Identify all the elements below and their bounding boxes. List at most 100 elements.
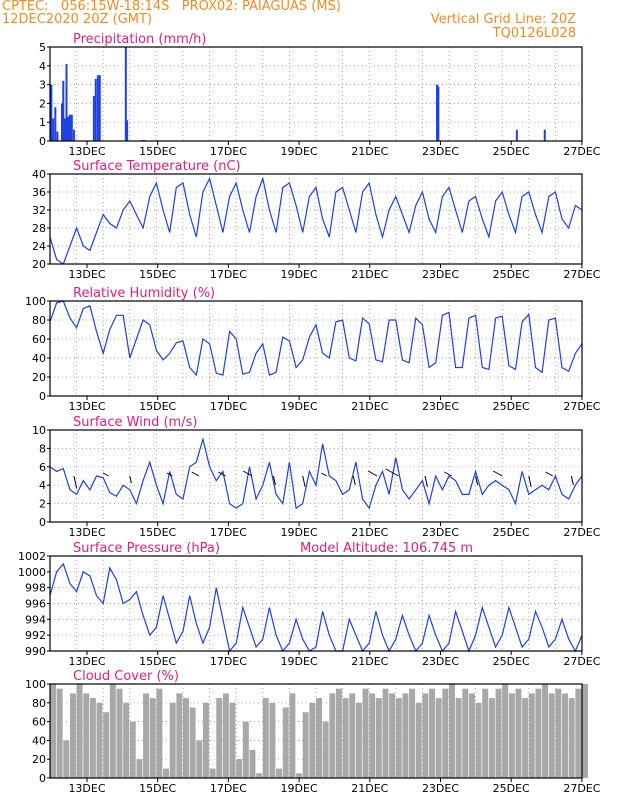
wind-arrow: [424, 475, 428, 487]
series-line: [49, 300, 583, 377]
series-line: [49, 562, 583, 653]
precip-bar: [70, 114, 73, 141]
wind-arrow: [320, 472, 327, 477]
y-tick-label: 40: [32, 168, 46, 181]
precip-bar: [92, 95, 95, 141]
cloud-bar: [335, 688, 342, 778]
x-tick-label: 23DEC: [422, 655, 459, 668]
x-tick-label: 23DEC: [422, 526, 459, 539]
precip-bar: [60, 103, 63, 141]
x-tick-label: 15DEC: [139, 400, 176, 413]
wind-arrow: [444, 471, 452, 477]
precip-bar: [52, 118, 55, 141]
wind-arrow: [129, 475, 132, 484]
cloud-bar: [302, 712, 309, 778]
y-tick-label: 6: [39, 461, 46, 474]
y-tick-label: 0: [39, 772, 46, 785]
wind-arrow: [191, 471, 200, 477]
y-tick-label: 40: [32, 734, 46, 747]
x-tick-label: 19DEC: [281, 145, 318, 158]
wind-arrow: [352, 475, 356, 486]
cloud-bar: [515, 688, 522, 778]
x-tick-label: 13DEC: [68, 782, 105, 795]
panel-title: Surface Wind (m/s): [73, 415, 197, 430]
x-tick-label: 21DEC: [351, 526, 388, 539]
cloud-bar: [202, 702, 209, 778]
y-tick-label: 1: [39, 116, 46, 129]
panel-frame: [49, 429, 583, 523]
cloud-bar: [535, 688, 542, 778]
precip-bar: [98, 75, 101, 141]
y-tick-label: 24: [32, 240, 46, 253]
cloud-bar: [375, 698, 382, 778]
x-tick-label: 17DEC: [210, 268, 247, 281]
precip-bar: [62, 80, 65, 141]
x-tick-label: 15DEC: [139, 526, 176, 539]
cloud-bar: [129, 721, 136, 778]
cloud-bar: [136, 759, 143, 778]
x-tick-label: 27DEC: [563, 400, 600, 413]
cloud-bar: [56, 688, 63, 778]
cloud-bar: [449, 684, 455, 778]
panel-frame: [49, 300, 583, 397]
cloud-bar: [69, 693, 76, 778]
x-tick-label: 21DEC: [351, 400, 388, 413]
y-tick-label: 10: [32, 424, 46, 437]
header-line1-right: Vertical Grid Line: 20Z: [430, 12, 576, 27]
y-tick-label: 80: [32, 314, 46, 327]
precip-bar: [63, 118, 66, 141]
x-tick-label: 27DEC: [563, 655, 600, 668]
cloud-bar: [229, 702, 236, 778]
precip-bar: [68, 114, 71, 141]
x-tick-label: 27DEC: [563, 526, 600, 539]
precip-bar: [50, 84, 53, 141]
cloud-bar: [222, 693, 229, 778]
precip-bar: [543, 129, 546, 141]
cloud-bar: [435, 698, 442, 778]
panel-frame: [49, 46, 583, 142]
x-tick-label: 23DEC: [422, 268, 459, 281]
y-tick-label: 992: [25, 629, 46, 642]
precip-bar: [124, 47, 127, 141]
y-tick-label: 2: [39, 97, 46, 110]
x-tick-label: 23DEC: [422, 145, 459, 158]
precip-bar: [436, 84, 439, 141]
cloud-bar: [422, 693, 429, 778]
x-tick-label: 17DEC: [210, 400, 247, 413]
y-tick-label: 28: [32, 222, 46, 235]
x-tick-label: 19DEC: [281, 782, 318, 795]
cloud-bar: [156, 688, 163, 778]
y-tick-label: 1000: [18, 566, 46, 579]
cloud-bar: [242, 721, 249, 778]
y-tick-label: 5: [39, 41, 46, 54]
x-tick-label: 19DEC: [281, 268, 318, 281]
wind-arrow: [242, 470, 253, 477]
precip-bar: [56, 131, 59, 141]
wind-arrow: [528, 475, 532, 487]
cloud-bar: [149, 698, 156, 778]
y-tick-label: 60: [32, 716, 46, 729]
y-tick-label: 40: [32, 352, 46, 365]
panel-frame: [49, 173, 583, 265]
wind-arrow: [367, 470, 378, 477]
y-tick-label: 20: [32, 753, 46, 766]
cloud-bar: [116, 688, 123, 778]
panel-title: Surface Pressure (hPa): [73, 541, 220, 556]
x-tick-label: 17DEC: [210, 655, 247, 668]
y-tick-label: 80: [32, 697, 46, 710]
x-tick-label: 25DEC: [493, 145, 530, 158]
cloud-bar: [276, 768, 283, 778]
header-line2-left: 12DEC2020 20Z (GMT): [2, 12, 153, 27]
y-tick-label: 0: [39, 135, 46, 148]
cloud-bar: [103, 712, 110, 778]
wind-arrow: [570, 475, 574, 486]
header-line2-right: TQ0126L028: [492, 26, 576, 41]
series-line: [49, 436, 583, 510]
cloud-bar: [176, 693, 183, 778]
panel-title: Surface Temperature (nC): [73, 159, 241, 174]
cloud-bar: [349, 693, 356, 778]
y-tick-label: 996: [25, 598, 46, 611]
y-tick-label: 994: [25, 613, 46, 626]
cloud-bar: [402, 693, 409, 778]
